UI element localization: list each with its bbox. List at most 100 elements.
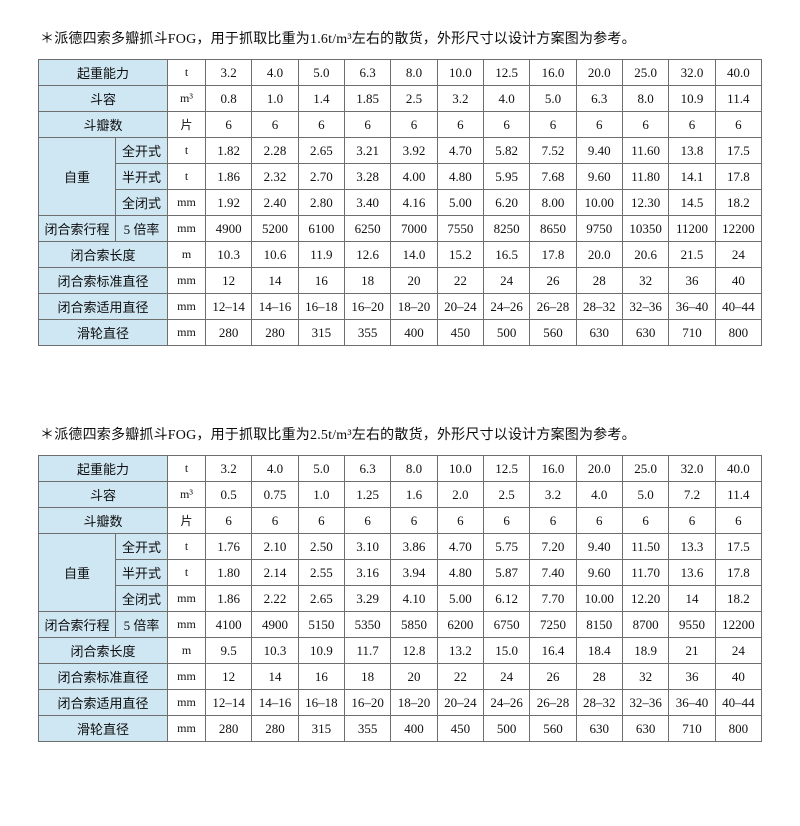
value-cell: 5.75 [482, 533, 531, 560]
value-cell: 630 [575, 319, 623, 346]
value-cell: 1.4 [297, 85, 346, 112]
value-cell: 6 [621, 507, 670, 534]
value-cell: 10.00 [575, 189, 623, 216]
value-cell: 17.8 [714, 163, 763, 190]
table-row: 斗容 m³ 0.8 1.0 1.4 1.85 2.5 3.2 4.0 5.0 6.3 8.0 10.9 1… [37, 85, 763, 112]
value-cell: 9.60 [575, 559, 623, 586]
value-cell: 5.0 [529, 85, 577, 112]
value-cell: 2.40 [251, 189, 299, 216]
row-sublabel: 全闭式 [114, 585, 169, 612]
value-cell: 710 [668, 715, 716, 742]
value-cell: 4.10 [390, 585, 438, 612]
value-cell: 18 [343, 267, 392, 294]
value-cell: 18–20 [390, 689, 438, 716]
value-cell: 9.40 [575, 137, 623, 164]
value-cell: 10.9 [668, 85, 716, 112]
value-cell: 18 [343, 663, 392, 690]
value-cell: 6750 [482, 611, 531, 638]
value-cell: 10.3 [205, 241, 253, 268]
value-cell: 16.4 [529, 637, 577, 664]
value-cell: 2.32 [251, 163, 299, 190]
value-cell: 6 [205, 507, 253, 534]
table-row: 起重能力 t 3.2 4.0 5.0 6.3 8.0 10.0 12.5 16.0 20.0 25.0… [37, 455, 763, 482]
value-cell: 28 [575, 663, 623, 690]
value-cell: 17.8 [714, 559, 763, 586]
unit-cell: mm [167, 585, 207, 612]
value-cell: 3.2 [529, 481, 577, 508]
row-label: 闭合索适用直径 [37, 689, 169, 716]
value-cell: 14–16 [251, 689, 299, 716]
value-cell: 3.29 [343, 585, 392, 612]
value-cell: 28–32 [575, 293, 623, 320]
value-cell: 10.9 [297, 637, 346, 664]
value-cell: 12 [205, 663, 253, 690]
table-row: 闭合索长度 m 9.5 10.3 10.9 11.7 12.8 13.2 15.0 16.4 18.… [37, 637, 763, 664]
value-cell: 36–40 [668, 689, 716, 716]
value-cell: 17.5 [714, 137, 763, 164]
table-2-title: ＊派德四索多瓣抓斗FOG，用于抓取比重为2.5t/m³左右的散货，外形尺寸以设计… [40, 428, 636, 443]
value-cell: 7.40 [529, 559, 577, 586]
value-cell: 2.55 [297, 559, 346, 586]
value-cell: 20.0 [575, 59, 623, 86]
value-cell: 2.65 [297, 137, 346, 164]
value-cell: 10.0 [436, 455, 484, 482]
row-label: 斗容 [37, 85, 169, 112]
value-cell: 20.0 [575, 455, 623, 482]
row-label: 斗瓣数 [37, 507, 169, 534]
value-cell: 3.28 [343, 163, 392, 190]
value-cell: 18.2 [714, 189, 763, 216]
value-cell: 355 [343, 715, 392, 742]
value-cell: 40 [714, 267, 763, 294]
value-cell: 40–44 [714, 689, 763, 716]
value-cell: 9.5 [205, 637, 253, 664]
row-label: 闭合索标准直径 [37, 663, 169, 690]
value-cell: 8700 [621, 611, 670, 638]
value-cell: 2.0 [436, 481, 484, 508]
value-cell: 280 [251, 715, 299, 742]
value-cell: 1.86 [205, 585, 253, 612]
row-sublabel: 半开式 [114, 163, 169, 190]
unit-cell: t [167, 59, 207, 86]
value-cell: 450 [436, 715, 484, 742]
value-cell: 6.3 [343, 59, 392, 86]
value-cell: 3.86 [390, 533, 438, 560]
table-row: 半开式 t 1.80 2.14 2.55 3.16 3.94 4.80 5.87 7.40 9.60… [39, 559, 763, 586]
value-cell: 6 [251, 507, 299, 534]
value-cell: 3.2 [436, 85, 484, 112]
value-cell: 14.0 [390, 241, 438, 268]
value-cell: 9550 [668, 611, 716, 638]
table-row: 起重能力 t 3.2 4.0 5.0 6.3 8.0 10.0 12.5 16.0 20.0 25.0… [37, 59, 763, 86]
value-cell: 280 [205, 715, 253, 742]
unit-cell: 片 [167, 111, 207, 138]
value-cell: 24 [482, 663, 531, 690]
row-sublabel: 全闭式 [114, 189, 169, 216]
value-cell: 24 [714, 637, 763, 664]
value-cell: 6.20 [482, 189, 531, 216]
value-cell: 500 [482, 715, 531, 742]
value-cell: 630 [621, 319, 670, 346]
table-row: 闭合索长度 m 10.3 10.6 11.9 12.6 14.0 15.2 16.5 17.8 20… [37, 241, 763, 268]
value-cell: 11.60 [621, 137, 670, 164]
value-cell: 32–36 [621, 293, 670, 320]
value-cell: 20–24 [436, 689, 484, 716]
value-cell: 14.1 [668, 163, 716, 190]
value-cell: 12200 [714, 611, 763, 638]
value-cell: 40.0 [714, 455, 763, 482]
value-cell: 21 [668, 637, 716, 664]
value-cell: 24 [714, 241, 763, 268]
value-cell: 1.6 [390, 481, 438, 508]
value-cell: 40–44 [714, 293, 763, 320]
value-cell: 4.70 [436, 137, 484, 164]
unit-cell: m³ [167, 85, 207, 112]
value-cell: 10.0 [436, 59, 484, 86]
table-row: 斗瓣数片 6 6 6 6 6 6 6 6 6 6 6 6 [37, 111, 763, 138]
value-cell: 5.0 [297, 455, 346, 482]
value-cell: 1.85 [343, 85, 392, 112]
value-cell: 5.00 [436, 189, 484, 216]
value-cell: 16–20 [343, 293, 392, 320]
row-label: 起重能力 [37, 455, 169, 482]
value-cell: 26 [529, 663, 577, 690]
value-cell: 4900 [251, 611, 299, 638]
value-cell: 18.4 [575, 637, 623, 664]
value-cell: 17.8 [529, 241, 577, 268]
